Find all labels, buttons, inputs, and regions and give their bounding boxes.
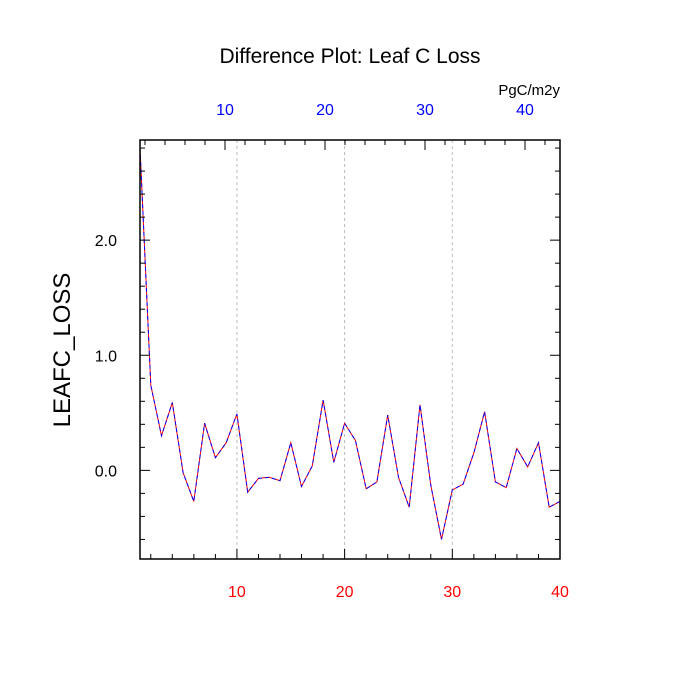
chart-title: Difference Plot: Leaf C Loss <box>219 45 480 68</box>
top-x-tick-label-20: 20 <box>316 102 334 119</box>
y-tick-label-0: 0.0 <box>95 463 117 480</box>
x-tick-label-40: 40 <box>551 584 569 601</box>
top-x-tick-label-30: 30 <box>416 102 434 119</box>
y-axis-title: LEAFC_LOSS <box>49 273 76 428</box>
grid-lines <box>236 140 453 559</box>
y-tick-label-1: 1.0 <box>95 348 117 365</box>
axes <box>139 139 561 560</box>
tick-labels: 10 20 30 40 10 20 30 40 0.0 1.0 2.0 <box>95 102 569 601</box>
top-x-tick-label-10: 10 <box>216 102 234 119</box>
series-line-b <box>139 148 561 540</box>
data-series <box>139 148 561 540</box>
x-tick-label-30: 30 <box>443 584 461 601</box>
series-line-a <box>139 148 561 540</box>
x-tick-label-10: 10 <box>228 584 246 601</box>
x-tick-label-20: 20 <box>336 584 354 601</box>
y-tick-label-2: 2.0 <box>95 233 117 250</box>
units-label: PgC/m2y <box>498 82 560 99</box>
top-x-tick-label-40: 40 <box>516 102 534 119</box>
plot-frame <box>139 139 561 560</box>
